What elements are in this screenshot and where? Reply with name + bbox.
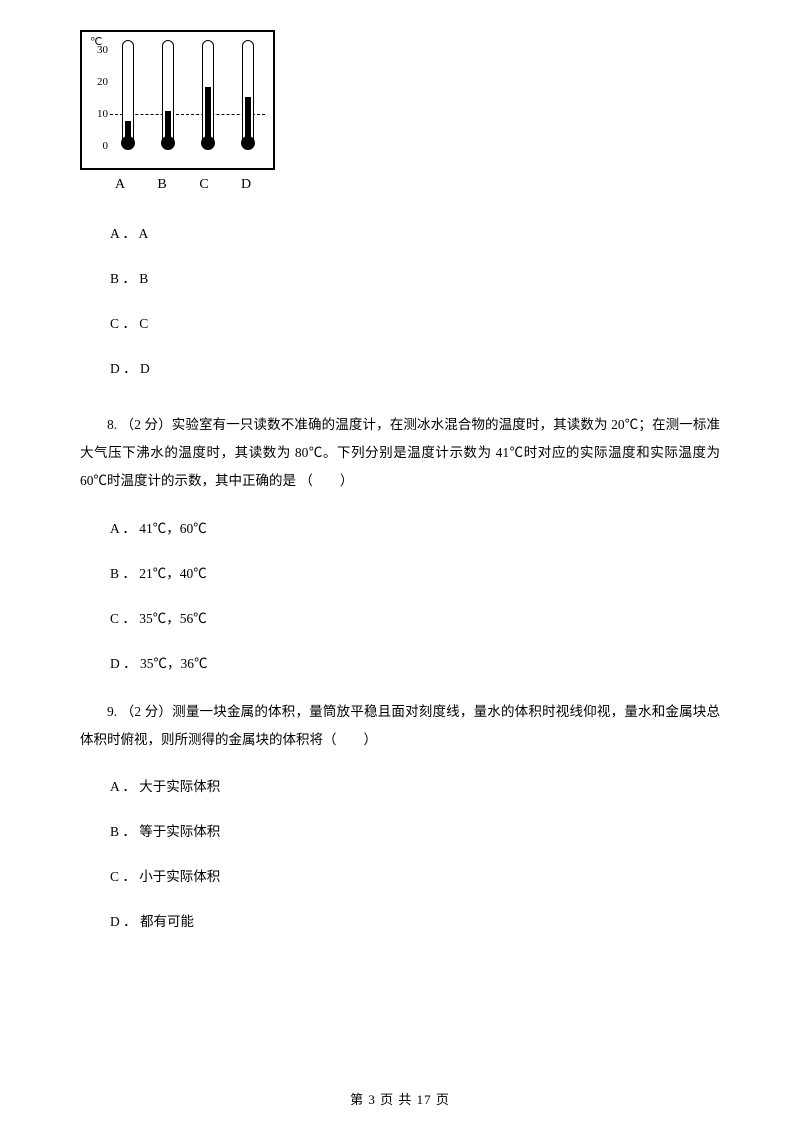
q9-option-b: B ． 等于实际体积 — [80, 821, 720, 844]
q8-option-b: B ． 21℃，40℃ — [80, 563, 720, 586]
question-8: 8. （2 分）实验室有一只读数不准确的温度计，在测冰水混合物的温度时，其读数为… — [80, 411, 720, 496]
q9-option-d: D ． 都有可能 — [80, 911, 720, 934]
label-b: B — [152, 177, 172, 193]
label-c: C — [194, 177, 214, 193]
q9-option-a: A ． 大于实际体积 — [80, 776, 720, 799]
q9-points: （2 分） — [121, 704, 172, 719]
q7-option-d: D ． D — [80, 358, 720, 381]
q8-points: （2 分） — [121, 417, 172, 432]
q9-options: A ． 大于实际体积 B ． 等于实际体积 C ． 小于实际体积 D ． 都有可… — [80, 776, 720, 934]
y-axis: 30 20 10 0 — [84, 32, 112, 168]
q8-option-c: C ． 35℃，56℃ — [80, 608, 720, 631]
q9-text: 测量一块金属的体积，量筒放平稳且面对刻度线，量水的体积时视线仰视，量水和金属块总… — [80, 704, 720, 747]
label-d: D — [236, 177, 256, 193]
q7-options: A ． A B ． B C ． C D ． D — [80, 223, 720, 381]
thermometer-figure: ℃ 30 20 10 0 — [80, 30, 275, 170]
page-footer: 第 3 页 共 17 页 — [0, 1089, 800, 1108]
label-a: A — [110, 177, 130, 193]
q7-option-a: A ． A — [80, 223, 720, 246]
q7-option-b: B ． B — [80, 268, 720, 291]
q8-options: A ． 41℃，60℃ B ． 21℃，40℃ C ． 35℃，56℃ D ． … — [80, 518, 720, 676]
thermometer-labels: A B C D — [80, 177, 275, 193]
q8-number: 8. — [107, 417, 117, 432]
question-9: 9. （2 分）测量一块金属的体积，量筒放平稳且面对刻度线，量水的体积时视线仰视… — [80, 698, 720, 755]
y-tick-0: 0 — [103, 140, 109, 152]
thermometer-area — [112, 40, 265, 150]
y-tick-30: 30 — [97, 44, 108, 56]
y-tick-20: 20 — [97, 76, 108, 88]
q9-number: 9. — [107, 704, 117, 719]
q7-option-c: C ． C — [80, 313, 720, 336]
q8-option-a: A ． 41℃，60℃ — [80, 518, 720, 541]
q8-text: 实验室有一只读数不准确的温度计，在测冰水混合物的温度时，其读数为 20℃；在测一… — [80, 417, 720, 489]
q9-option-c: C ． 小于实际体积 — [80, 866, 720, 889]
thermometer-figure-container: ℃ 30 20 10 0 — [80, 30, 720, 193]
q8-option-d: D ． 35℃，36℃ — [80, 653, 720, 676]
y-tick-10: 10 — [97, 108, 108, 120]
